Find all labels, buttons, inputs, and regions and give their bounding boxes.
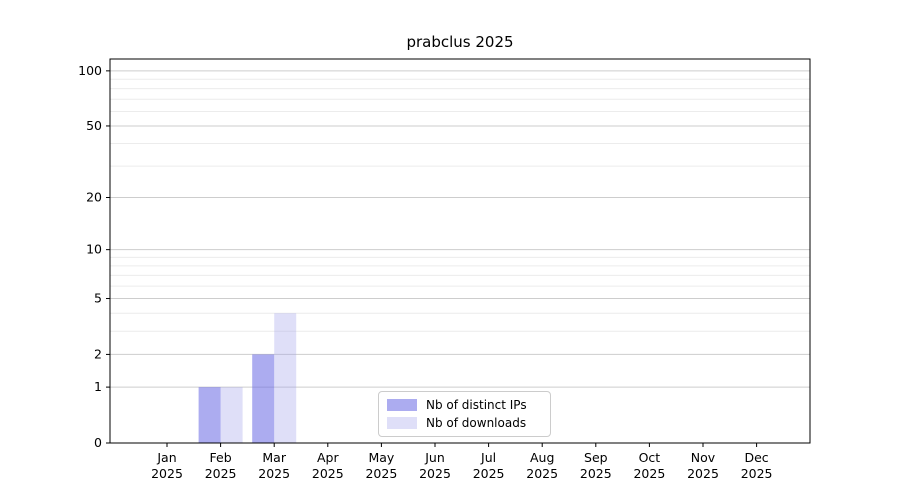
x-tick-label-month: Jun: [424, 450, 445, 465]
x-tick-label-year: 2025: [419, 466, 451, 481]
legend-label-distinct-ips: Nb of distinct IPs: [426, 398, 527, 412]
x-tick-label-year: 2025: [687, 466, 719, 481]
y-tick-label: 50: [86, 118, 102, 133]
legend-label-downloads: Nb of downloads: [426, 416, 527, 430]
legend-swatch-downloads-icon: [387, 417, 417, 429]
x-tick-label-month: Mar: [262, 450, 286, 465]
x-tick-label-year: 2025: [365, 466, 397, 481]
x-tick-label-year: 2025: [526, 466, 558, 481]
y-tick-label: 100: [78, 63, 102, 78]
bar-feb-distinct-ips: [198, 387, 221, 443]
x-tick-label-month: Jan: [156, 450, 176, 465]
x-tick-label-year: 2025: [151, 466, 183, 481]
y-tick-label: 2: [94, 346, 102, 361]
y-tick-label: 20: [86, 190, 102, 205]
x-tick-label-year: 2025: [205, 466, 237, 481]
x-tick-label-month: Dec: [744, 450, 768, 465]
x-tick-label-month: Jul: [480, 450, 496, 465]
legend-item-distinct-ips: Nb of distinct IPs: [387, 398, 550, 412]
x-tick-label-month: Oct: [639, 450, 661, 465]
bar-mar-downloads: [274, 313, 297, 443]
x-tick-label-year: 2025: [473, 466, 505, 481]
x-tick-label-month: Nov: [691, 450, 716, 465]
x-tick-label-month: Sep: [584, 450, 608, 465]
x-tick-label-year: 2025: [312, 466, 344, 481]
x-tick-label-month: Apr: [317, 450, 339, 465]
chart-title: prabclus 2025: [406, 33, 514, 51]
x-tick-label-year: 2025: [741, 466, 773, 481]
x-tick-label-month: May: [368, 450, 394, 465]
y-tick-label: 5: [94, 291, 102, 306]
legend-swatch-distinct-ips-icon: [387, 399, 417, 411]
y-tick-label: 1: [94, 379, 102, 394]
x-tick-label-month: Aug: [530, 450, 554, 465]
x-tick-label-month: Feb: [210, 450, 232, 465]
bar-mar-distinct-ips: [252, 354, 275, 443]
x-tick-label-year: 2025: [258, 466, 290, 481]
legend: Nb of distinct IPs Nb of downloads: [378, 391, 551, 437]
y-tick-label: 0: [94, 435, 102, 450]
plot-border: [109, 58, 811, 444]
x-tick-label-year: 2025: [633, 466, 665, 481]
y-tick-label: 10: [86, 242, 102, 257]
x-tick-label-year: 2025: [580, 466, 612, 481]
bar-feb-downloads: [220, 387, 243, 443]
legend-item-downloads: Nb of downloads: [387, 416, 550, 430]
